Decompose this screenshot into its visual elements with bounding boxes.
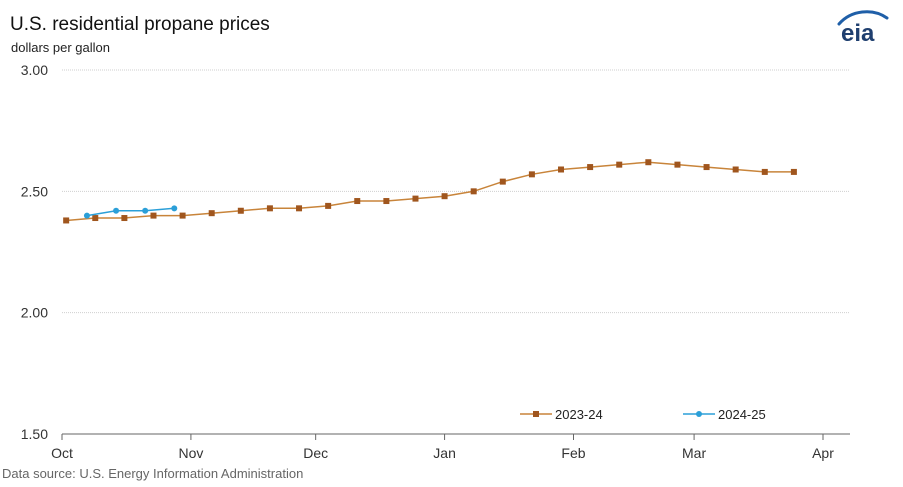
data-point-2023-24 (92, 215, 99, 222)
data-point-2023-24 (558, 166, 565, 173)
data-point-2023-24 (703, 164, 710, 171)
data-point-2023-24 (179, 212, 186, 219)
data-point-2023-24 (237, 207, 244, 214)
x-tick-label: Feb (561, 445, 585, 461)
data-point-2023-24 (761, 168, 768, 175)
eia-logo: eia (833, 8, 891, 51)
y-tick-label: 1.50 (21, 426, 48, 442)
y-tick-label: 2.50 (21, 183, 48, 199)
x-tick-label: Nov (178, 445, 203, 461)
data-point-2024-25 (113, 207, 120, 214)
eia-logo-text: eia (841, 20, 875, 46)
data-point-2023-24 (325, 202, 332, 209)
data-point-2023-24 (412, 195, 419, 202)
x-tick-label: Oct (51, 445, 73, 461)
data-point-2023-24 (674, 161, 681, 168)
data-point-2023-24 (150, 212, 157, 219)
data-point-2023-24 (499, 178, 506, 185)
data-point-2023-24 (616, 161, 623, 168)
data-point-2023-24 (470, 188, 477, 195)
data-point-2023-24 (441, 193, 448, 200)
x-tick-label: Mar (682, 445, 706, 461)
chart-title: U.S. residential propane prices (10, 14, 270, 35)
data-point-2024-25 (142, 207, 149, 214)
data-point-2023-24 (587, 164, 594, 171)
legend-label: 2023-24 (555, 407, 603, 422)
x-tick-label: Dec (303, 445, 328, 461)
y-tick-label: 2.00 (21, 305, 48, 321)
eia-logo-graphic: eia (837, 10, 889, 47)
x-tick-label: Jan (433, 445, 456, 461)
data-point-2023-24 (208, 210, 215, 217)
chart-subtitle: dollars per gallon (11, 40, 111, 55)
data-source-note: Data source: U.S. Energy Information Adm… (2, 466, 304, 481)
x-tick-label: Apr (812, 445, 834, 461)
data-point-2023-24 (266, 205, 273, 212)
data-point-2023-24 (296, 205, 303, 212)
legend-marker (696, 411, 702, 417)
data-point-2023-24 (790, 168, 797, 175)
data-point-2023-24 (383, 198, 390, 205)
legend-label: 2024-25 (718, 407, 766, 422)
data-point-2024-25 (171, 205, 178, 212)
data-point-2023-24 (732, 166, 739, 173)
data-point-2023-24 (528, 171, 535, 178)
legend-marker (533, 411, 539, 417)
data-point-2023-24 (63, 217, 70, 224)
data-point-2023-24 (645, 159, 652, 166)
data-point-2024-25 (83, 212, 90, 219)
data-point-2023-24 (354, 198, 361, 205)
series-line-2024-25 (86, 207, 175, 217)
y-tick-label: 3.00 (21, 62, 48, 78)
data-point-2023-24 (121, 215, 128, 222)
series-line-2023-24 (66, 161, 794, 222)
